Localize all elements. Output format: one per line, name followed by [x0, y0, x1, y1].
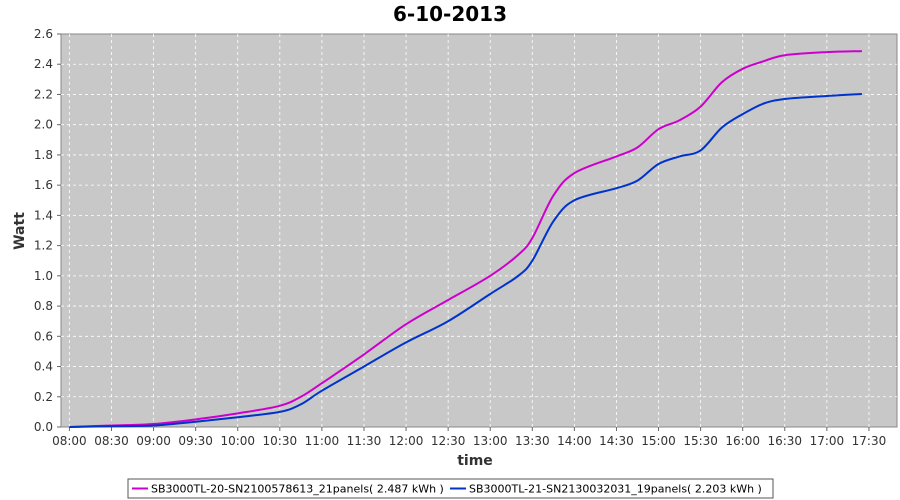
x-tick-label: 16:30 — [767, 434, 802, 448]
legend-label-1: SB3000TL-20-SN2100578613_21panels( 2.487… — [151, 483, 444, 496]
x-axis-label: time — [457, 453, 493, 469]
y-tick-label: 0.4 — [34, 360, 53, 374]
x-tick-label: 12:00 — [389, 434, 424, 448]
gridlines — [61, 34, 897, 427]
x-tick-label: 12:30 — [431, 434, 466, 448]
plot-background — [60, 33, 898, 428]
series-line-1 — [69, 50, 862, 428]
x-tick-label: 15:00 — [641, 434, 676, 448]
y-tick-label: 0.0 — [34, 420, 53, 434]
y-tick-label: 1.0 — [34, 269, 53, 283]
series-line-2 — [69, 93, 862, 428]
x-axis: 08:00 08:30 09:00 09:30 10:00 10:30 11:00 11:30… — [52, 427, 886, 448]
legend: SB3000TL-20-SN2100578613_21panels( 2.487… — [127, 478, 774, 499]
y-tick-label: 2.0 — [34, 118, 53, 132]
y-tick-label: 1.6 — [34, 178, 53, 192]
series-lines — [69, 50, 862, 428]
chart-title: 6-10-2013 — [393, 2, 507, 26]
y-tick-label: 2.2 — [34, 87, 53, 101]
legend-label-2: SB3000TL-21-SN2130032031_19panels( 2.203… — [469, 483, 762, 496]
x-tick-label: 17:00 — [810, 434, 845, 448]
y-tick-label: 0.8 — [34, 299, 53, 313]
x-tick-label: 13:30 — [515, 434, 550, 448]
x-tick-label: 11:30 — [347, 434, 382, 448]
y-axis-label: Watt — [12, 212, 28, 250]
y-tick-label: 1.4 — [34, 208, 53, 222]
x-tick-label: 11:00 — [305, 434, 340, 448]
x-tick-label: 08:30 — [94, 434, 129, 448]
y-axis: 0.0 0.2 0.4 0.6 0.8 1.0 1.2 1.4 1.6 1.8 2.0 2.2 2.4 2… — [34, 27, 61, 434]
x-tick-label: 14:30 — [599, 434, 634, 448]
y-tick-label: 2.6 — [34, 27, 53, 41]
y-tick-label: 2.4 — [34, 57, 53, 71]
x-tick-label: 10:00 — [220, 434, 255, 448]
x-tick-label: 09:30 — [178, 434, 213, 448]
y-tick-label: 0.6 — [34, 329, 53, 343]
x-tick-label: 08:00 — [52, 434, 87, 448]
x-tick-label: 14:00 — [557, 434, 592, 448]
x-tick-label: 13:00 — [473, 434, 508, 448]
y-tick-label: 1.2 — [34, 239, 53, 253]
y-tick-label: 1.8 — [34, 148, 53, 162]
x-tick-label: 16:00 — [725, 434, 760, 448]
x-tick-label: 17:30 — [852, 434, 887, 448]
y-tick-label: 0.2 — [34, 390, 53, 404]
x-tick-label: 09:00 — [136, 434, 171, 448]
x-tick-label: 10:30 — [263, 434, 298, 448]
x-tick-label: 15:30 — [683, 434, 718, 448]
